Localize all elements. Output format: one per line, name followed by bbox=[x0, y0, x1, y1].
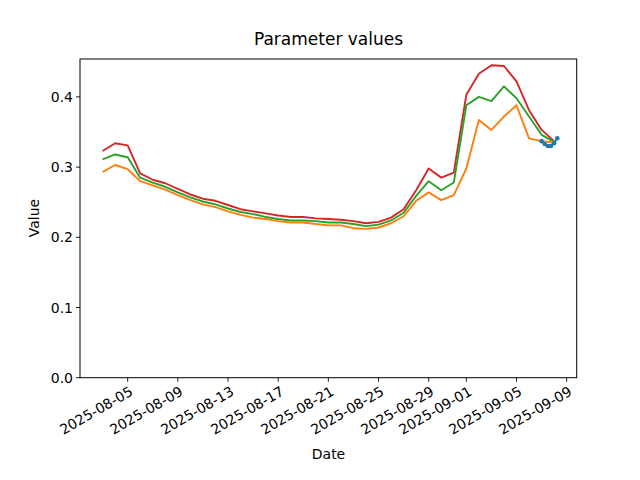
y-tick-label: 0.2 bbox=[30, 229, 73, 245]
y-tick-label: 0.0 bbox=[30, 370, 73, 386]
y-tick-label: 0.4 bbox=[30, 89, 73, 105]
series-line-red-series bbox=[103, 65, 555, 223]
chart-title: Parameter values bbox=[80, 29, 577, 49]
y-tick-label: 0.3 bbox=[30, 159, 73, 175]
chart-figure: Parameter values Date Value 0.00.10.20.3… bbox=[0, 0, 640, 480]
x-axis-label: Date bbox=[80, 446, 577, 462]
marker-dot bbox=[552, 141, 557, 146]
y-tick-label: 0.1 bbox=[30, 300, 73, 316]
marker-dot bbox=[555, 136, 560, 141]
series-line-orange-series bbox=[103, 105, 555, 229]
series-line-green-series bbox=[103, 86, 555, 226]
